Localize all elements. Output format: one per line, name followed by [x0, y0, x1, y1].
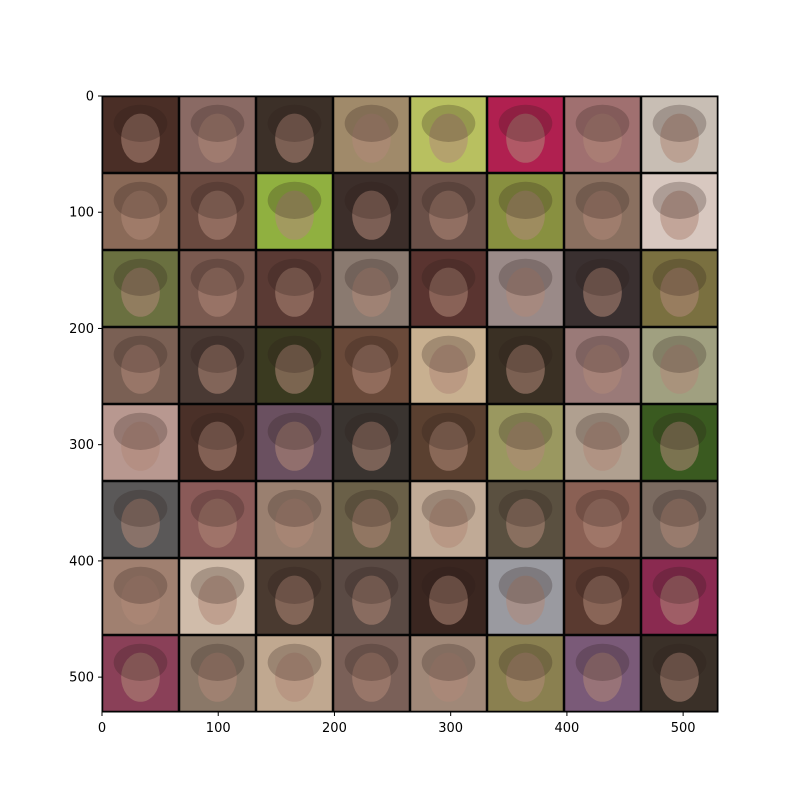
face-tile — [565, 636, 640, 711]
face-tile — [257, 251, 332, 326]
face-tile — [334, 482, 409, 557]
face-tile — [103, 559, 178, 634]
face-tile — [180, 97, 255, 172]
face-tile — [103, 328, 178, 403]
face-tile — [257, 328, 332, 403]
face-tile — [103, 251, 178, 326]
face-grid-image — [102, 96, 718, 712]
x-tick-label: 500 — [671, 721, 696, 736]
face-tile — [334, 559, 409, 634]
x-tick-label: 100 — [206, 721, 231, 736]
face-tile — [257, 482, 332, 557]
face-tile — [103, 97, 178, 172]
x-tick-label: 400 — [554, 721, 579, 736]
face-tile — [565, 328, 640, 403]
y-tick-label: 400 — [69, 554, 94, 569]
face-tile — [642, 559, 717, 634]
face-tile — [411, 405, 486, 480]
face-tile — [488, 174, 563, 249]
face-tile — [334, 636, 409, 711]
axis-ticks: 0 100 200 300 400 500 0 100 200 300 400 500 — [69, 90, 695, 737]
face-tile — [180, 328, 255, 403]
face-tile — [411, 251, 486, 326]
face-tile — [565, 251, 640, 326]
face-tile — [257, 405, 332, 480]
face-tile — [411, 559, 486, 634]
face-tile — [334, 97, 409, 172]
face-tile — [565, 405, 640, 480]
face-tile — [103, 636, 178, 711]
x-tick-label: 0 — [98, 721, 106, 736]
face-tile — [565, 559, 640, 634]
face-tile — [411, 328, 486, 403]
face-tile — [642, 97, 717, 172]
face-tile — [411, 97, 486, 172]
face-tile — [180, 251, 255, 326]
face-tile — [642, 328, 717, 403]
face-tile — [180, 636, 255, 711]
face-tile — [411, 482, 486, 557]
face-tile — [257, 97, 332, 172]
y-tick-label: 0 — [86, 90, 94, 105]
y-tick-label: 100 — [69, 206, 94, 221]
face-tile — [565, 174, 640, 249]
face-tile — [103, 482, 178, 557]
face-tile — [411, 636, 486, 711]
face-tile — [642, 174, 717, 249]
face-tile — [411, 174, 486, 249]
y-tick-label: 200 — [69, 322, 94, 337]
face-tile — [488, 405, 563, 480]
face-tile — [488, 482, 563, 557]
x-tick-label: 300 — [438, 721, 463, 736]
face-tile — [257, 636, 332, 711]
y-tick-label: 300 — [69, 438, 94, 453]
x-tick-label: 200 — [322, 721, 347, 736]
face-tile — [334, 251, 409, 326]
face-tile — [642, 636, 717, 711]
face-tile — [103, 174, 178, 249]
face-tile — [642, 482, 717, 557]
face-tile — [180, 405, 255, 480]
face-tile — [180, 559, 255, 634]
face-tile — [257, 559, 332, 634]
face-tile — [488, 251, 563, 326]
face-tile — [642, 405, 717, 480]
face-tile — [334, 328, 409, 403]
face-tile — [565, 482, 640, 557]
face-tile — [180, 174, 255, 249]
face-tile — [103, 405, 178, 480]
face-tile — [180, 482, 255, 557]
face-tile — [334, 405, 409, 480]
face-tile — [488, 328, 563, 403]
face-tile — [257, 174, 332, 249]
face-tile — [488, 636, 563, 711]
axes-frame — [101, 95, 719, 713]
face-tile — [642, 251, 717, 326]
y-tick-label: 500 — [69, 671, 94, 686]
face-tile — [488, 97, 563, 172]
face-tile — [565, 97, 640, 172]
face-tile — [488, 559, 563, 634]
face-tile — [334, 174, 409, 249]
